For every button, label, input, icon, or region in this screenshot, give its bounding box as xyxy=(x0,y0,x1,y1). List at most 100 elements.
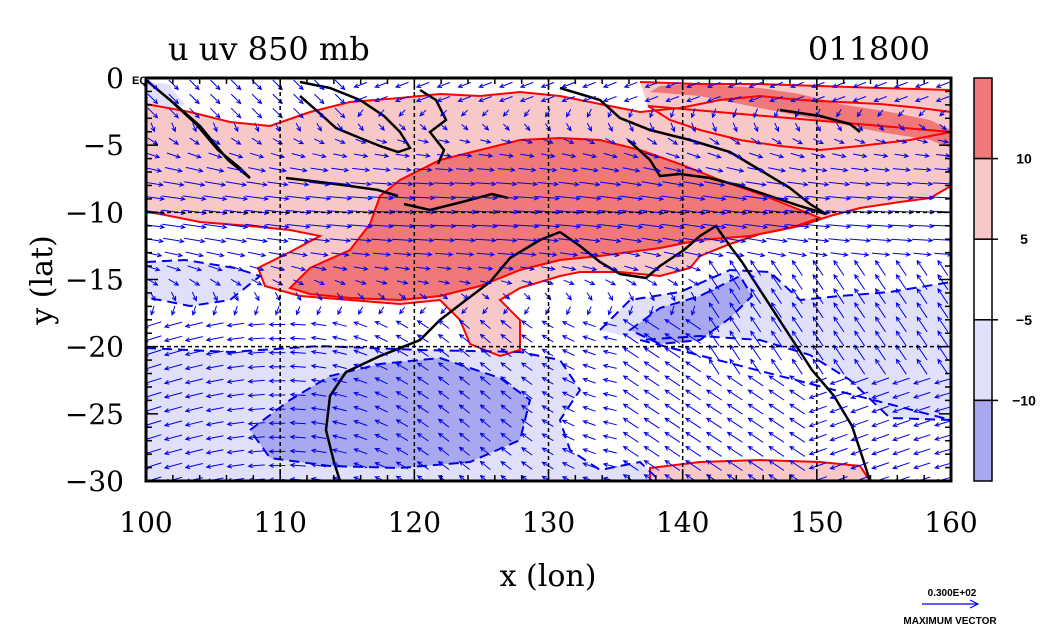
wind-vector xyxy=(479,361,491,372)
wind-vector xyxy=(808,181,830,187)
wind-vector xyxy=(808,405,827,414)
wind-vector xyxy=(501,139,513,144)
wind-vector xyxy=(478,81,492,88)
wind-vector xyxy=(437,319,450,329)
wind-vector xyxy=(747,167,766,173)
wind-vector xyxy=(561,448,575,455)
wind-vector xyxy=(249,152,265,159)
wind-vector xyxy=(500,432,512,442)
wind-vector xyxy=(558,181,580,187)
wind-vector xyxy=(440,124,448,131)
wind-vector xyxy=(416,334,429,343)
wind-vector xyxy=(705,389,722,401)
wind-vector xyxy=(286,224,311,229)
wind-vector xyxy=(625,279,637,286)
wind-vector xyxy=(377,293,386,300)
wind-vector xyxy=(584,279,596,286)
wind-vector xyxy=(712,122,717,133)
wind-vector xyxy=(580,167,599,173)
wind-vector xyxy=(370,223,394,229)
wind-vector xyxy=(582,265,598,272)
wind-vector xyxy=(168,79,180,91)
wind-vector xyxy=(479,404,491,414)
wind-vector xyxy=(582,153,598,159)
wind-vector xyxy=(703,237,726,244)
wind-vector xyxy=(205,364,224,371)
wind-vector xyxy=(440,293,449,300)
wind-vector xyxy=(664,347,681,359)
wind-vector xyxy=(848,223,873,229)
wind-vector xyxy=(524,123,531,132)
wind-vector xyxy=(372,167,392,173)
wind-vector xyxy=(561,153,577,159)
wind-vector xyxy=(895,287,907,304)
wind-vector xyxy=(288,181,310,187)
wind-vector xyxy=(582,434,596,441)
wind-vector xyxy=(812,273,824,290)
wind-vector xyxy=(690,291,696,302)
wind-vector xyxy=(334,79,346,91)
wind-vector xyxy=(227,251,246,258)
wind-vector xyxy=(163,335,183,343)
wind-vector xyxy=(809,252,828,258)
wind-vector xyxy=(247,364,265,370)
wind-vector xyxy=(702,223,727,230)
wind-vector xyxy=(918,123,927,131)
wind-vector xyxy=(500,333,512,343)
wind-vector xyxy=(895,302,907,319)
wind-vector xyxy=(914,96,929,103)
wind-vector xyxy=(331,406,347,412)
wind-vector xyxy=(812,330,824,347)
wind-vector xyxy=(788,252,808,258)
wind-vector xyxy=(649,291,655,302)
wind-vector xyxy=(833,344,845,361)
wind-vector xyxy=(162,195,186,201)
x-tick-label: 140 xyxy=(656,506,709,539)
wind-vector xyxy=(459,139,471,144)
wind-vector xyxy=(836,123,842,132)
wind-vector xyxy=(313,138,325,144)
wind-vector xyxy=(310,448,327,454)
wind-vector xyxy=(619,195,644,201)
wind-vector xyxy=(225,181,248,187)
wind-vector xyxy=(184,336,203,343)
wind-vector xyxy=(670,122,676,133)
wind-vector xyxy=(561,434,575,441)
wind-vector xyxy=(937,273,949,290)
wind-vector xyxy=(414,251,433,257)
wind-vector xyxy=(225,237,248,244)
wind-vector xyxy=(602,448,617,454)
wind-vector xyxy=(416,376,429,386)
wind-vector xyxy=(747,445,764,457)
wind-vector xyxy=(730,137,741,145)
wind-vector xyxy=(163,321,183,329)
wind-vector xyxy=(765,195,789,201)
wind-vector xyxy=(898,123,906,131)
wind-vector xyxy=(808,462,827,470)
wind-vector xyxy=(289,406,306,412)
wind-vector xyxy=(916,259,928,276)
wind-vector xyxy=(913,167,932,173)
wind-vector xyxy=(189,79,200,91)
vector-key-value: 0.300E+02 xyxy=(928,588,977,599)
wind-vector xyxy=(437,418,450,428)
wind-vector xyxy=(871,377,890,385)
wind-vector xyxy=(502,293,511,300)
wind-vector xyxy=(435,167,454,173)
wind-vector xyxy=(353,391,368,398)
wind-vector xyxy=(833,316,845,333)
wind-vector xyxy=(910,195,935,201)
wind-vector xyxy=(622,389,639,401)
wind-vector xyxy=(146,238,165,244)
wind-vector xyxy=(770,287,782,304)
wind-vector xyxy=(790,81,804,88)
wind-vector xyxy=(833,302,845,319)
wind-vector xyxy=(520,320,533,329)
wind-vector xyxy=(664,361,681,373)
wind-vector xyxy=(933,434,951,441)
wind-vector xyxy=(438,139,451,144)
wind-vector xyxy=(395,461,409,470)
wind-vector xyxy=(705,445,722,457)
wind-vector xyxy=(663,251,683,258)
wind-vector xyxy=(622,318,639,330)
